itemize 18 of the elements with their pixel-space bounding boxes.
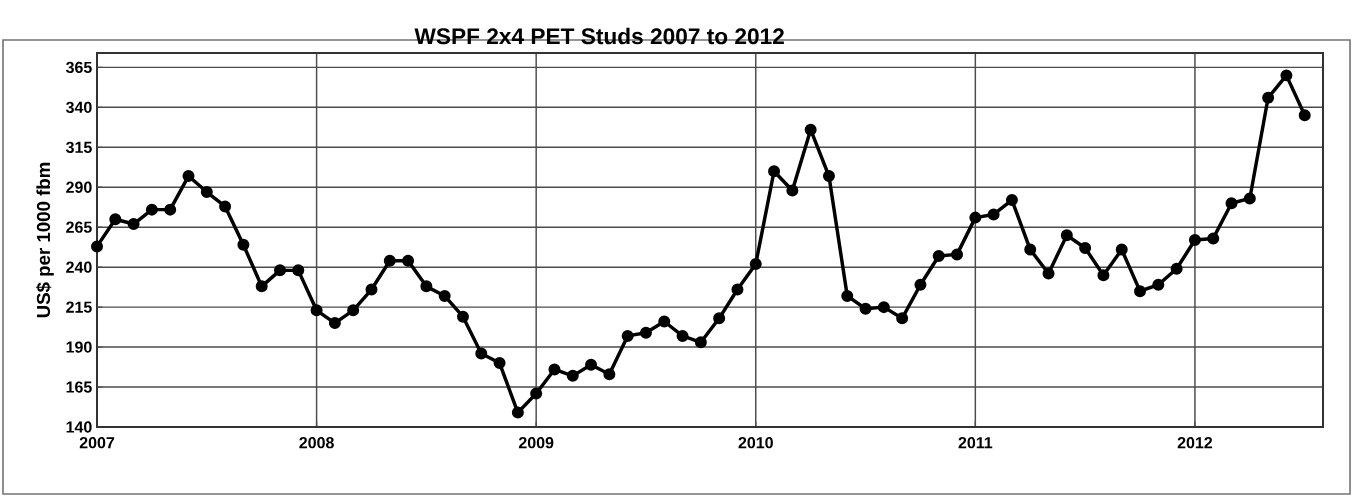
y-tick-label: 165 <box>66 381 92 393</box>
y-tick-label: 140 <box>66 421 92 433</box>
chart-title: WSPF 2x4 PET Studs 2007 to 2012 <box>414 27 784 45</box>
x-tick-label: 2010 <box>738 437 773 449</box>
x-tick-label: 2009 <box>518 437 554 449</box>
y-tick-label: 315 <box>65 141 92 153</box>
y-tick-label: 190 <box>66 341 92 353</box>
y-tick-label: 215 <box>66 301 92 313</box>
x-tick-label: 2012 <box>1177 437 1213 449</box>
y-tick-label: 265 <box>66 221 92 233</box>
y-tick-label: 240 <box>66 261 92 273</box>
x-tick-label: 2007 <box>79 437 115 449</box>
y-tick-label: 340 <box>65 101 92 114</box>
y-tick-label: 365 <box>65 61 92 74</box>
y-axis-title: US$ per 1000 fbm <box>36 162 54 318</box>
x-tick-label: 2008 <box>299 437 334 449</box>
y-tick-label: 290 <box>66 181 92 193</box>
x-tick-label: 2011 <box>958 437 993 449</box>
